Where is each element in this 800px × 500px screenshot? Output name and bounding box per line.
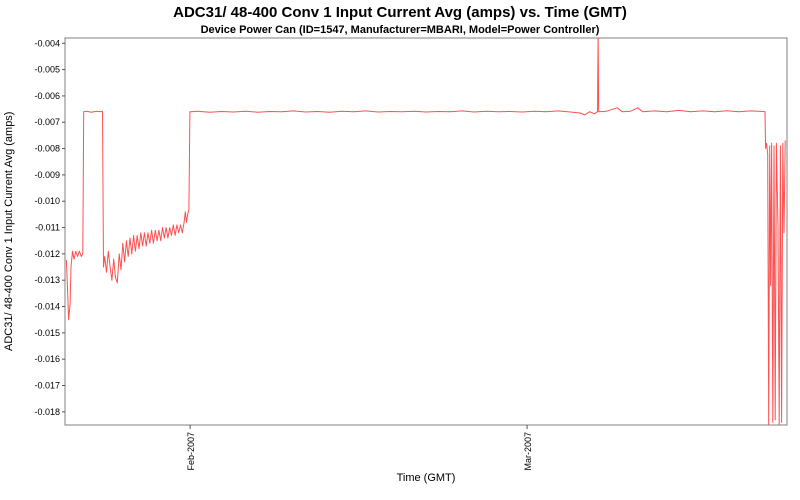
y-tick-label: -0.014: [34, 302, 60, 312]
chart-subtitle: Device Power Can (ID=1547, Manufacturer=…: [200, 24, 600, 36]
y-tick-label: -0.011: [35, 223, 60, 233]
x-tick-label: Mar-2007: [523, 432, 533, 471]
series-line: [65, 38, 786, 425]
y-tick-label: -0.012: [34, 249, 60, 259]
y-tick-label: -0.009: [34, 170, 60, 180]
y-tick-label: -0.004: [34, 38, 60, 48]
plot-border: [64, 37, 788, 426]
y-tick-label: -0.008: [34, 144, 60, 154]
y-tick-label: -0.015: [34, 328, 60, 338]
x-axis-label: Time (GMT): [396, 472, 456, 484]
y-tick-label: -0.013: [34, 275, 60, 285]
y-tick-label: -0.010: [34, 196, 60, 206]
y-tick-label: -0.016: [34, 354, 60, 364]
chart-title: ADC31/ 48-400 Conv 1 Input Current Avg (…: [173, 4, 627, 21]
y-tick-label: -0.017: [34, 381, 60, 391]
x-tick-label: Feb-2007: [186, 432, 196, 471]
y-tick-label: -0.006: [34, 91, 60, 101]
y-tick-label: -0.007: [34, 117, 60, 127]
y-tick-label: -0.018: [34, 407, 60, 417]
y-tick-label: -0.005: [34, 65, 60, 75]
